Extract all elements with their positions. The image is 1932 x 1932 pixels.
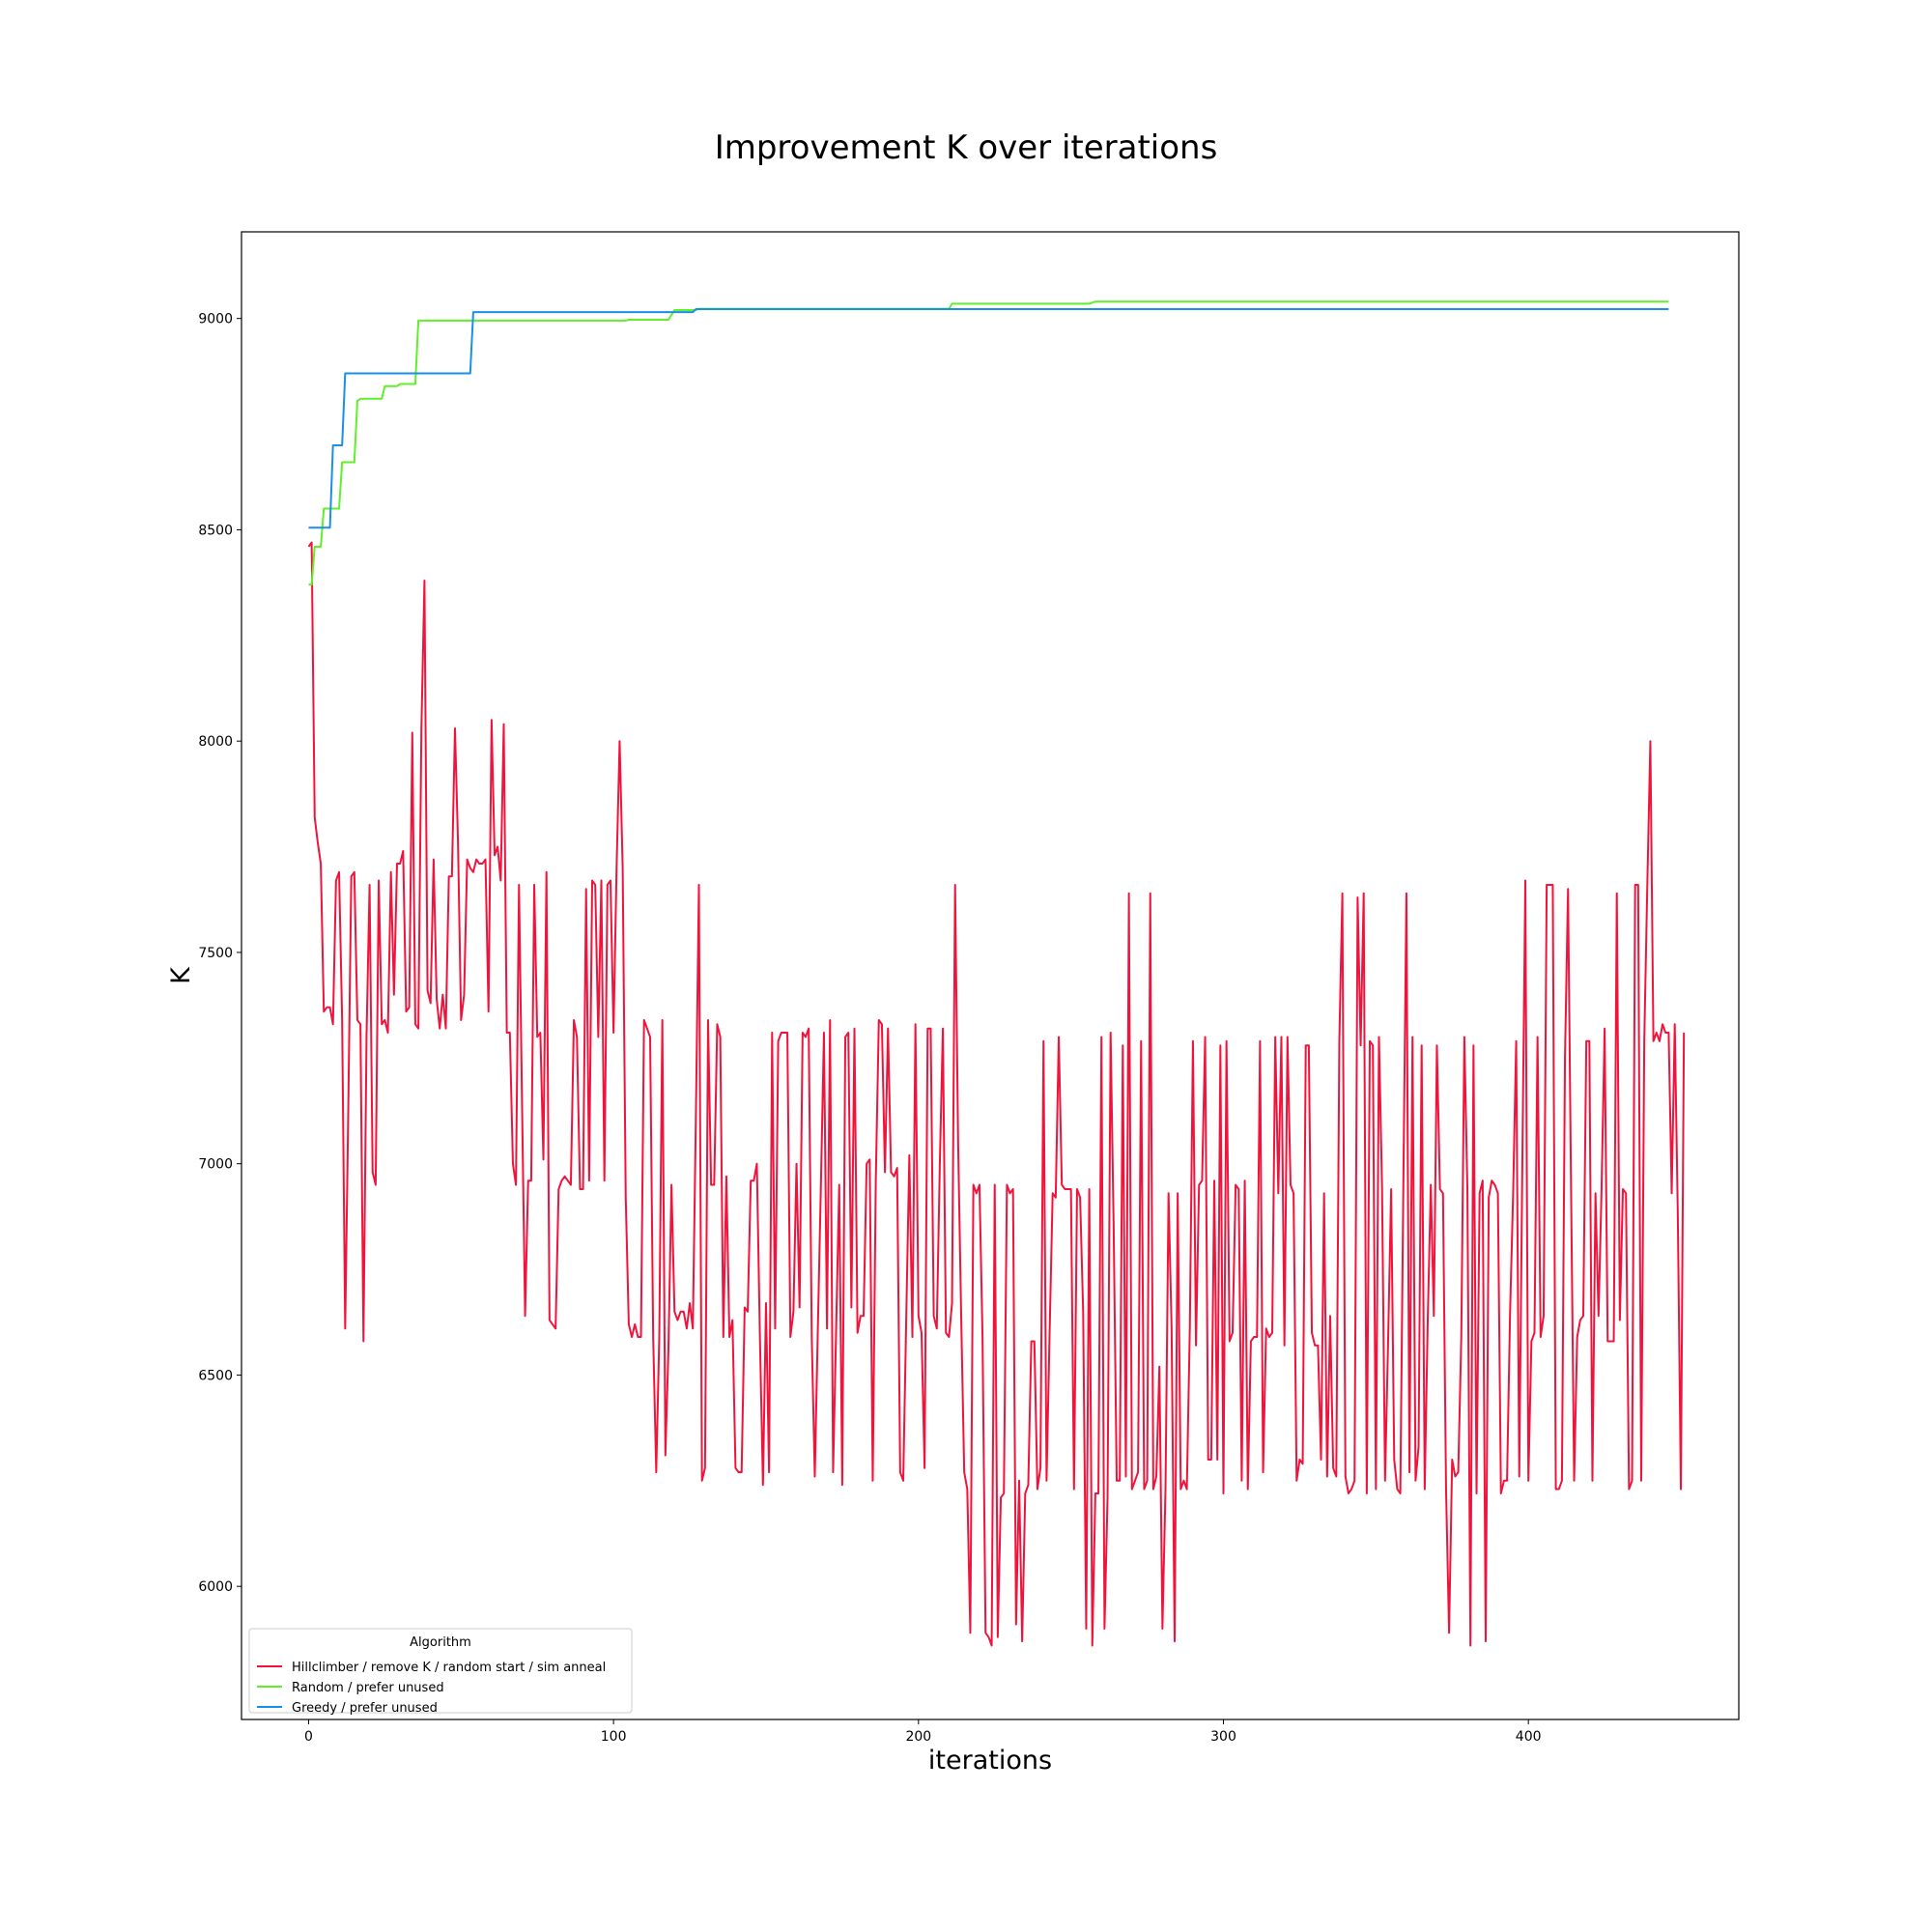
plot-lines <box>307 300 1686 1647</box>
legend-entries: Hillclimber / remove K / random start / … <box>257 1661 606 1716</box>
series-line-1 <box>307 541 1686 1647</box>
legend-label-2: Random / prefer unused <box>292 1681 444 1695</box>
x-tick-label: 200 <box>905 1729 931 1745</box>
legend-box <box>248 1628 633 1714</box>
legend-label-3: Greedy / prefer unused <box>292 1701 438 1716</box>
chart-title: Improvement K over iterations <box>715 128 1218 167</box>
y-axis-ticks: 6000 6500 7000 7500 8000 8500 9000 <box>198 312 242 1595</box>
legend: Algorithm Hillclimber / remove K / rando… <box>248 1628 633 1716</box>
plot-frame <box>241 231 1740 1720</box>
y-tick-label: 9000 <box>198 312 233 327</box>
x-tick-label: 0 <box>304 1729 313 1745</box>
x-axis-ticks: 0 100 200 300 400 <box>304 1719 1542 1745</box>
y-tick-label: 6000 <box>198 1579 233 1595</box>
y-axis-label: K <box>166 966 196 984</box>
series-line-3 <box>308 308 1669 529</box>
x-tick-label: 100 <box>601 1729 627 1745</box>
y-tick-label: 8500 <box>198 523 233 538</box>
legend-title: Algorithm <box>410 1635 471 1650</box>
y-tick-label: 7000 <box>198 1157 233 1173</box>
x-tick-label: 400 <box>1516 1729 1542 1745</box>
legend-label-1: Hillclimber / remove K / random start / … <box>292 1661 606 1675</box>
y-tick-label: 8000 <box>198 734 233 750</box>
x-axis-label: iterations <box>928 1746 1052 1776</box>
y-tick-label: 6500 <box>198 1368 233 1383</box>
y-tick-label: 7500 <box>198 946 233 961</box>
x-tick-label: 300 <box>1210 1729 1236 1745</box>
